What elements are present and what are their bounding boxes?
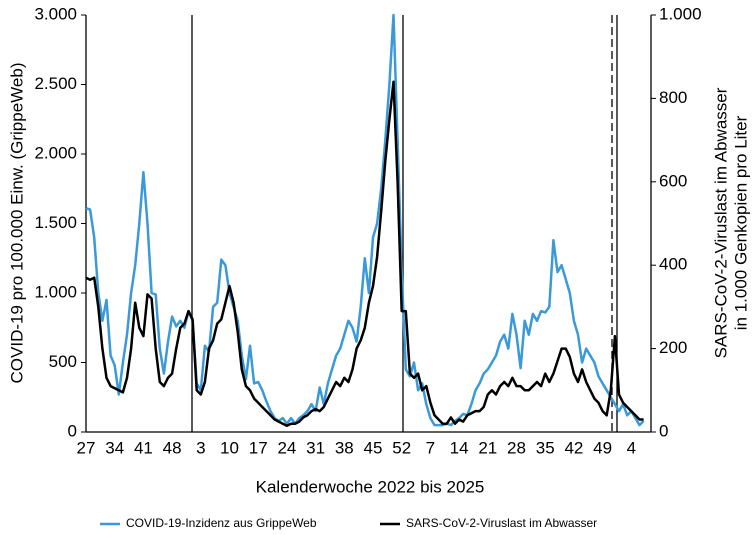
y2-axis-title: SARS-CoV-2-Viruslast im Abwasser: [711, 87, 730, 358]
x-tick-label: 4: [627, 438, 636, 457]
y-tick-label: 2.500: [34, 74, 77, 93]
x-tick-label: 7: [426, 438, 435, 457]
y2-tick-label: 600: [659, 171, 687, 190]
y-tick-label: 1.000: [34, 282, 77, 301]
y2-tick-label: 1.000: [659, 4, 702, 23]
y-tick-label: 2.000: [34, 143, 77, 162]
y-axis-title: COVID-19 pro 100.000 Einw. (GrippeWeb): [7, 63, 26, 384]
y-tick-label: 3.000: [34, 4, 77, 23]
x-tick-label: 17: [249, 438, 268, 457]
series-line: [85, 80, 644, 427]
x-tick-label: 10: [220, 438, 239, 457]
y2-tick-label: 0: [659, 421, 668, 440]
x-tick-label: 3: [196, 438, 205, 457]
x-tick-label: 52: [392, 438, 411, 457]
y-tick-label: 0: [68, 421, 77, 440]
y2-axis-title: in 1.000 Genkopien pro Liter: [731, 115, 750, 330]
x-tick-label: 35: [536, 438, 555, 457]
x-tick-label: 42: [564, 438, 583, 457]
x-tick-label: 14: [450, 438, 469, 457]
x-tick-label: 41: [134, 438, 153, 457]
x-tick-label: 27: [77, 438, 96, 457]
y2-tick-label: 400: [659, 255, 687, 274]
legend-label: SARS-CoV-2-Viruslast im Abwasser: [406, 516, 597, 530]
x-tick-label: 48: [163, 438, 182, 457]
x-tick-label: 24: [277, 438, 296, 457]
x-tick-label: 31: [306, 438, 325, 457]
x-tick-label: 34: [105, 438, 124, 457]
x-tick-label: 38: [335, 438, 354, 457]
y2-tick-label: 800: [659, 88, 687, 107]
x-tick-label: 28: [507, 438, 526, 457]
x-tick-label: 21: [478, 438, 497, 457]
x-axis-title: Kalenderwoche 2022 bis 2025: [256, 477, 485, 496]
x-tick-label: 49: [593, 438, 612, 457]
x-tick-label: 45: [364, 438, 383, 457]
y-tick-label: 1.500: [34, 213, 77, 232]
y2-tick-label: 200: [659, 338, 687, 357]
y-tick-label: 500: [49, 352, 77, 371]
legend-label: COVID-19-Inzidenz aus GrippeWeb: [126, 516, 317, 530]
series-line: [85, 13, 645, 427]
